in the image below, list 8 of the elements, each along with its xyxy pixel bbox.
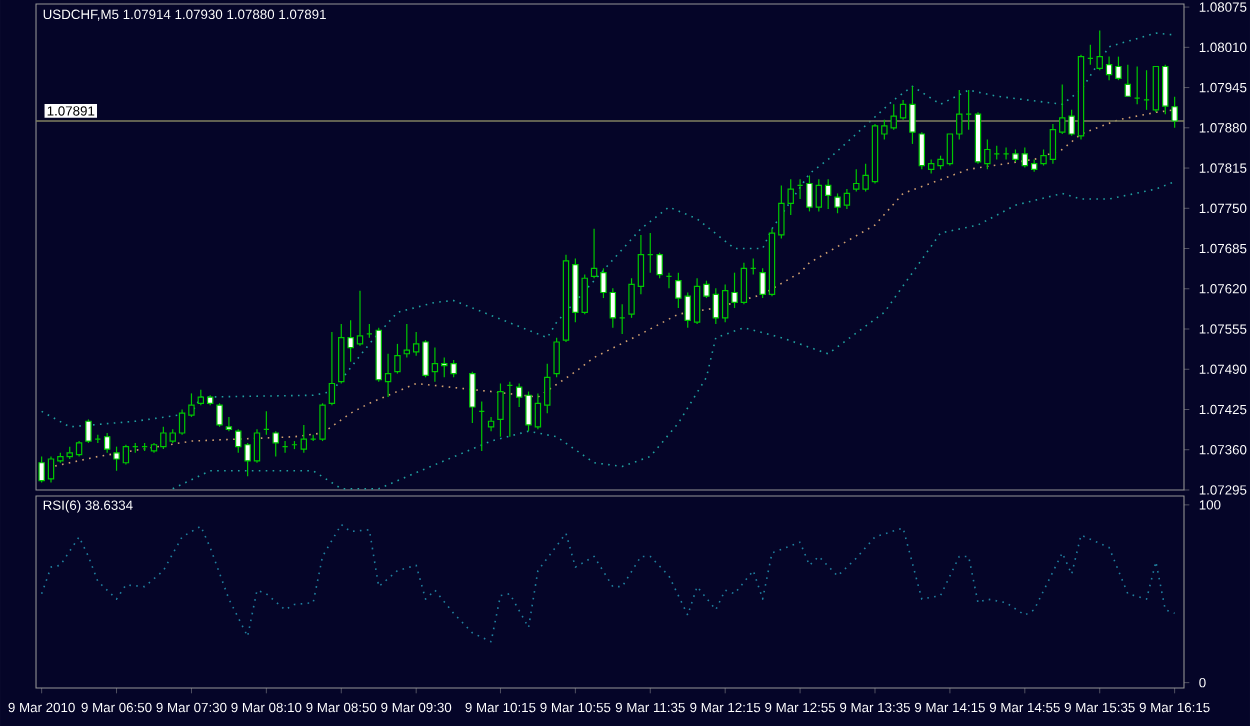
candlestick (328, 331, 336, 406)
line-series (40, 523, 1176, 643)
candlestick (225, 416, 233, 432)
line-series (171, 180, 1176, 490)
candlestick (216, 402, 223, 428)
candlestick (319, 402, 326, 442)
line-series (40, 32, 1176, 428)
candlestick (85, 418, 92, 444)
